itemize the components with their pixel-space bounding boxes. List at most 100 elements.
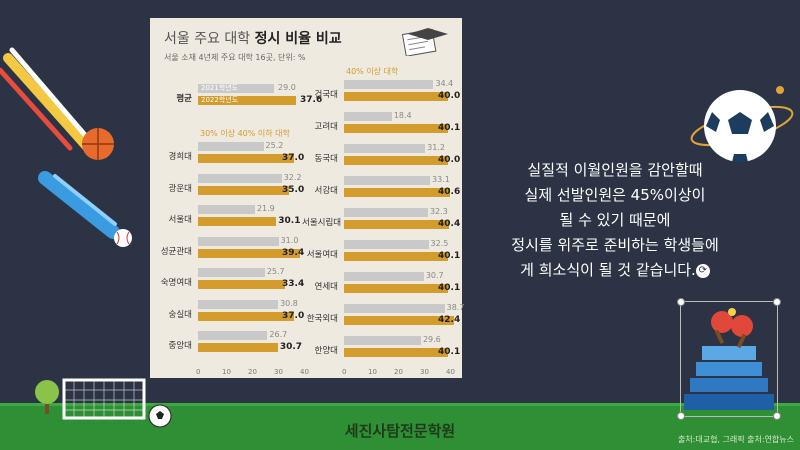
bar-2022 — [344, 284, 449, 293]
bar-2021 — [344, 112, 392, 121]
axis-tick-label: 30 — [420, 368, 429, 376]
axis-tick-label: 0 — [342, 368, 347, 376]
value-2021: 25.7 — [266, 267, 285, 276]
university-name: 한국외대 — [306, 314, 338, 324]
axis-tick-label: 40 — [300, 368, 309, 376]
university-name: 광운대 — [168, 183, 192, 194]
bar-2022 — [344, 124, 449, 133]
value-2022: 40.0 — [438, 91, 461, 101]
value-2021: 38.7 — [446, 303, 465, 312]
axis-tick-label: 20 — [394, 368, 403, 376]
message-text: 실질적 이월인원을 감안할때 실제 선발인원은 45%이상이 될 수 있기 때문… — [511, 161, 719, 279]
chart-subtitle: 서울 소재 4년제 주요 대학 16곳, 단위: % — [164, 53, 306, 62]
value-2021: 33.1 — [432, 175, 450, 184]
bar-2022 — [344, 348, 449, 357]
university-row: 연세대 30.7 40.1 — [302, 271, 460, 298]
value-2021: 30.8 — [280, 298, 298, 308]
value-2021: 30.7 — [425, 271, 444, 280]
university-name: 중앙대 — [168, 341, 192, 351]
bar-2022 — [198, 217, 277, 226]
average-bar-2022: 2022학년도 — [198, 96, 296, 105]
bar-2022 — [344, 316, 455, 325]
value-2021: 29.6 — [422, 335, 441, 344]
document-icon — [401, 28, 448, 56]
university-name: 한양대 — [314, 346, 338, 356]
university-row: 서울여대 32.5 40.1 — [302, 239, 461, 266]
right-column: 40% 이상 대학 건국대 34.4 40.0 고려대 18.4 40.1 동국대 31.2 4… — [302, 18, 464, 378]
chart-title: 서울 주요 대학 정시 비율 비교 — [164, 31, 342, 47]
selection-box[interactable] — [677, 298, 781, 420]
resize-handle-tl[interactable] — [677, 298, 685, 306]
university-name: 동국대 — [314, 154, 338, 164]
bar-2022 — [344, 156, 448, 165]
value-2021: 25.2 — [265, 141, 284, 150]
axis-tick-label: 40 — [446, 368, 455, 376]
bar-2021 — [198, 173, 282, 183]
university-row: 경희대 25.2 37.0 — [156, 141, 305, 168]
resize-handle-tr[interactable] — [773, 298, 781, 306]
average-value-2021: 29.0 — [278, 83, 296, 92]
university-name: 연세대 — [314, 282, 338, 292]
value-2021: 32.2 — [283, 172, 302, 182]
legend-2021: 2021학년도 — [201, 84, 239, 92]
bar-2022 — [198, 248, 301, 258]
value-2022: 40.1 — [438, 251, 461, 261]
value-2022: 30.1 — [278, 216, 301, 226]
goal-icon — [62, 378, 146, 420]
legend-2022: 2022학년도 — [201, 96, 239, 104]
average-value-2022: 37.6 — [300, 95, 323, 105]
bar-2021 — [344, 208, 428, 217]
bar-2022 — [198, 280, 285, 289]
soccer-ball-icon — [148, 404, 172, 428]
comet-baseball-icon — [38, 171, 132, 247]
average-row: 평균 2021학년도 29.0 2022학년도 37.6 — [156, 83, 322, 110]
value-2021: 26.7 — [269, 330, 288, 339]
university-row: 한양대 29.6 40.1 — [302, 335, 460, 362]
bar-2022 — [198, 185, 289, 195]
refresh-icon[interactable]: ⟳ — [695, 263, 710, 278]
bar-2021 — [198, 331, 268, 340]
comet-basketball-icon — [0, 47, 114, 160]
value-2022: 37.0 — [282, 153, 305, 163]
bar-2021 — [198, 142, 264, 151]
section-label-high: 40% 이상 대학 — [346, 67, 399, 76]
university-name: 서울여대 — [306, 250, 338, 260]
bar-2021 — [344, 80, 434, 89]
bar-2022 — [198, 311, 295, 321]
university-row: 숭실대 30.8 37.0 — [156, 298, 304, 326]
section-label-mid: 30% 이상 40% 이하 대학 — [200, 129, 290, 138]
axis-tick-label: 30 — [274, 368, 283, 376]
bar-2021 — [344, 304, 445, 313]
axis-tick-label: 0 — [196, 368, 201, 376]
source-credit: 출처:대교협, 그래픽 출처:연합뉴스 — [677, 435, 794, 444]
resize-handle-bl[interactable] — [677, 412, 685, 420]
value-2022: 40.6 — [438, 187, 461, 197]
university-name: 숭실대 — [168, 309, 192, 320]
university-row: 숙명여대 25.7 33.4 — [156, 267, 304, 294]
axis-tick-label: 20 — [248, 368, 257, 376]
value-2021: 32.3 — [429, 207, 448, 216]
university-name: 성균관대 — [160, 246, 192, 257]
university-name: 서울대 — [168, 215, 192, 225]
university-row: 고려대 18.4 40.1 — [302, 111, 460, 138]
university-name: 서강대 — [314, 186, 338, 196]
resize-handle-br[interactable] — [773, 412, 781, 420]
bar-2021 — [198, 268, 265, 277]
value-2021: 18.4 — [393, 111, 412, 120]
grass-ground — [0, 403, 800, 450]
value-2021: 34.4 — [435, 79, 454, 88]
university-name: 경희대 — [168, 152, 192, 162]
value-2022: 30.7 — [279, 342, 303, 352]
university-row: 한국외대 38.7 42.4 — [302, 303, 464, 330]
bar-2021 — [198, 205, 255, 214]
value-2022: 35.0 — [282, 184, 305, 195]
bar-2021 — [344, 336, 421, 345]
university-name: 서울시립대 — [302, 218, 342, 228]
bar-2021 — [344, 144, 426, 153]
value-2021: 31.2 — [427, 143, 445, 152]
university-row: 건국대 34.4 40.0 — [302, 79, 461, 106]
university-row: 중앙대 26.7 30.7 — [156, 330, 304, 357]
value-2022: 40.0 — [438, 155, 461, 165]
bar-2021 — [198, 299, 279, 309]
axis-tick-label: 10 — [368, 368, 377, 376]
